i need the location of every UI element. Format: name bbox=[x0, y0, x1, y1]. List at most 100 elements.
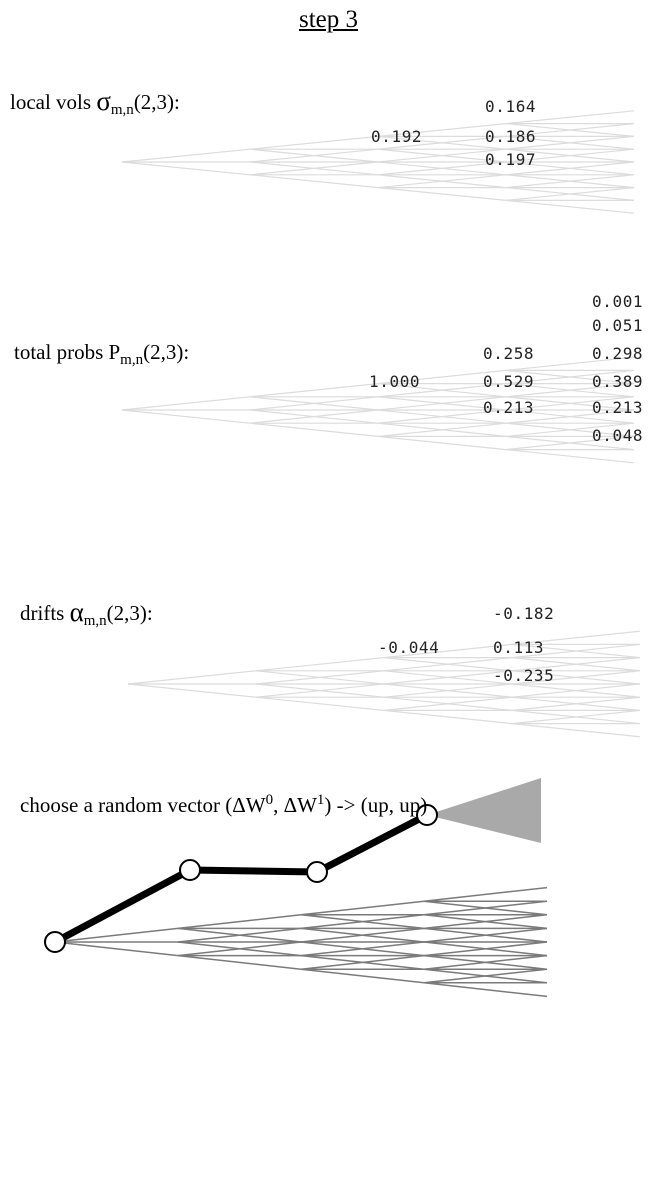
tree-edge bbox=[377, 422, 507, 437]
tree-edge bbox=[423, 900, 548, 916]
random-vector-caption: choose a random vector (ΔW0, ΔW1) -> (up… bbox=[20, 793, 427, 818]
tree-edge bbox=[423, 927, 548, 943]
tree-edge bbox=[511, 723, 641, 738]
path-node bbox=[416, 804, 438, 826]
tree-edge bbox=[423, 968, 548, 984]
tree-edge bbox=[511, 657, 641, 672]
label-text: drifts bbox=[20, 601, 70, 625]
tree-edge bbox=[177, 941, 302, 957]
tree-edge bbox=[300, 914, 425, 930]
shaded-region bbox=[427, 778, 541, 843]
tree-edge bbox=[300, 900, 425, 916]
local-vols-label: local vols σm,n(2,3): bbox=[10, 86, 180, 118]
tree-edge bbox=[505, 409, 635, 424]
total-prob-value: 0.048 bbox=[592, 426, 644, 445]
tree-edge bbox=[505, 199, 635, 214]
subscript: m,n bbox=[83, 613, 107, 630]
tree-edge bbox=[423, 941, 548, 957]
drifts-label: drifts αm,n(2,3): bbox=[20, 597, 153, 630]
tree-edge bbox=[505, 449, 635, 464]
total-prob-value: 1.000 bbox=[369, 372, 421, 391]
tree-edge bbox=[505, 383, 635, 398]
tree-edge bbox=[383, 657, 513, 672]
tree-edge bbox=[127, 683, 257, 698]
tree-edge bbox=[255, 696, 385, 711]
label-args: (2,3): bbox=[133, 90, 180, 114]
path-node bbox=[306, 861, 328, 883]
total-probs-tree bbox=[121, 356, 635, 464]
tree-edge bbox=[121, 161, 251, 176]
tree-edge bbox=[249, 174, 379, 189]
tree-edge bbox=[377, 369, 507, 385]
tree-edge bbox=[54, 927, 179, 943]
tree-edge bbox=[300, 954, 425, 970]
tree-edge bbox=[377, 435, 507, 451]
tree-edge bbox=[505, 356, 635, 371]
tree-edge bbox=[300, 941, 425, 957]
local-vol-value: 0.164 bbox=[485, 97, 537, 116]
superscript: 1 bbox=[316, 792, 325, 808]
tree-edge bbox=[255, 657, 385, 672]
tree-edge bbox=[505, 135, 635, 150]
tree-edge bbox=[377, 148, 507, 163]
caption-text: ) -> (up, up) bbox=[324, 793, 428, 817]
tree-edge bbox=[511, 696, 641, 711]
tree-edge bbox=[249, 383, 379, 398]
tree-edge bbox=[377, 161, 507, 176]
tree-edge bbox=[377, 383, 507, 398]
total-prob-value: 0.298 bbox=[592, 344, 644, 363]
drift-value: -0.235 bbox=[493, 666, 555, 685]
tree-edge bbox=[505, 369, 635, 385]
tree-edge bbox=[505, 123, 635, 137]
tree-edge bbox=[377, 187, 507, 201]
label-text: local vols bbox=[10, 90, 97, 114]
tree-edge bbox=[377, 123, 507, 137]
tree-edge bbox=[177, 954, 302, 970]
total-prob-value: 0.213 bbox=[483, 398, 535, 417]
local-vol-value: 0.186 bbox=[485, 127, 537, 146]
random-path bbox=[53, 811, 429, 946]
local-vol-value: 0.197 bbox=[485, 150, 537, 169]
tree-edge bbox=[511, 643, 641, 659]
tree-edge bbox=[249, 396, 379, 411]
subscript: m,n bbox=[120, 352, 144, 369]
tree-edge bbox=[505, 435, 635, 451]
drifts-tree bbox=[127, 630, 641, 738]
local-vols-tree bbox=[121, 110, 635, 214]
total-prob-value: 0.389 bbox=[592, 372, 644, 391]
tree-edge bbox=[423, 914, 548, 930]
tree-edge bbox=[121, 148, 251, 163]
sigma-symbol: σ bbox=[96, 86, 111, 116]
tree-edge bbox=[511, 709, 641, 725]
total-prob-value: 0.213 bbox=[592, 398, 644, 417]
tree-edge bbox=[377, 135, 507, 150]
tree-edge bbox=[383, 670, 513, 685]
tree-edge bbox=[255, 670, 385, 685]
tree-edge bbox=[423, 982, 548, 998]
tree-edge bbox=[383, 683, 513, 698]
total-prob-value: 0.001 bbox=[592, 292, 644, 311]
tree-edge bbox=[505, 396, 635, 411]
caption-text: choose a random vector (ΔW bbox=[20, 793, 266, 817]
tree-edge bbox=[505, 110, 635, 125]
tree-edge bbox=[505, 161, 635, 176]
path-node bbox=[44, 931, 66, 953]
tree-edge bbox=[377, 174, 507, 189]
tree-edge bbox=[300, 968, 425, 984]
tree-edge bbox=[121, 396, 251, 411]
tree-edge bbox=[127, 670, 257, 685]
tree-edge bbox=[511, 670, 641, 685]
tree-edge bbox=[300, 927, 425, 943]
total-prob-value: 0.051 bbox=[592, 316, 644, 335]
tree-edge bbox=[377, 396, 507, 411]
tree-edge bbox=[423, 886, 548, 902]
path-tree bbox=[44, 778, 548, 998]
drift-value: 0.113 bbox=[493, 638, 545, 657]
total-probs-label: total probs Pm,n(2,3): bbox=[14, 340, 189, 369]
superscript: 0 bbox=[265, 792, 274, 808]
tree-edge bbox=[511, 630, 641, 645]
tree-edge bbox=[377, 409, 507, 424]
tree-edge bbox=[383, 696, 513, 711]
tree-edge bbox=[383, 643, 513, 659]
tree-edge bbox=[177, 914, 302, 930]
